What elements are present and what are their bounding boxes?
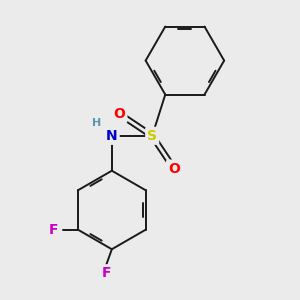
Text: S: S xyxy=(147,129,157,143)
Text: O: O xyxy=(168,161,180,176)
Text: F: F xyxy=(102,266,111,280)
Text: N: N xyxy=(106,129,118,143)
Text: H: H xyxy=(92,118,101,128)
Text: O: O xyxy=(113,107,125,121)
Text: F: F xyxy=(49,223,58,237)
